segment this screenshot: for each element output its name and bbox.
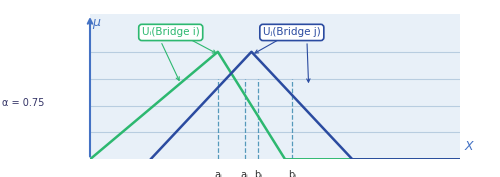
Text: μ: μ — [92, 16, 100, 29]
Text: bᵢ: bᵢ — [254, 170, 262, 177]
Text: aⱼ: aⱼ — [241, 170, 248, 177]
Text: bⱼ: bⱼ — [288, 170, 296, 177]
Text: Uⱼ(Bridge j): Uⱼ(Bridge j) — [263, 27, 320, 38]
Text: Uᵢ(Bridge i): Uᵢ(Bridge i) — [142, 27, 200, 38]
Text: α = 0.75: α = 0.75 — [2, 98, 45, 108]
Text: aᵢ: aᵢ — [214, 170, 222, 177]
Text: X: X — [465, 139, 473, 153]
